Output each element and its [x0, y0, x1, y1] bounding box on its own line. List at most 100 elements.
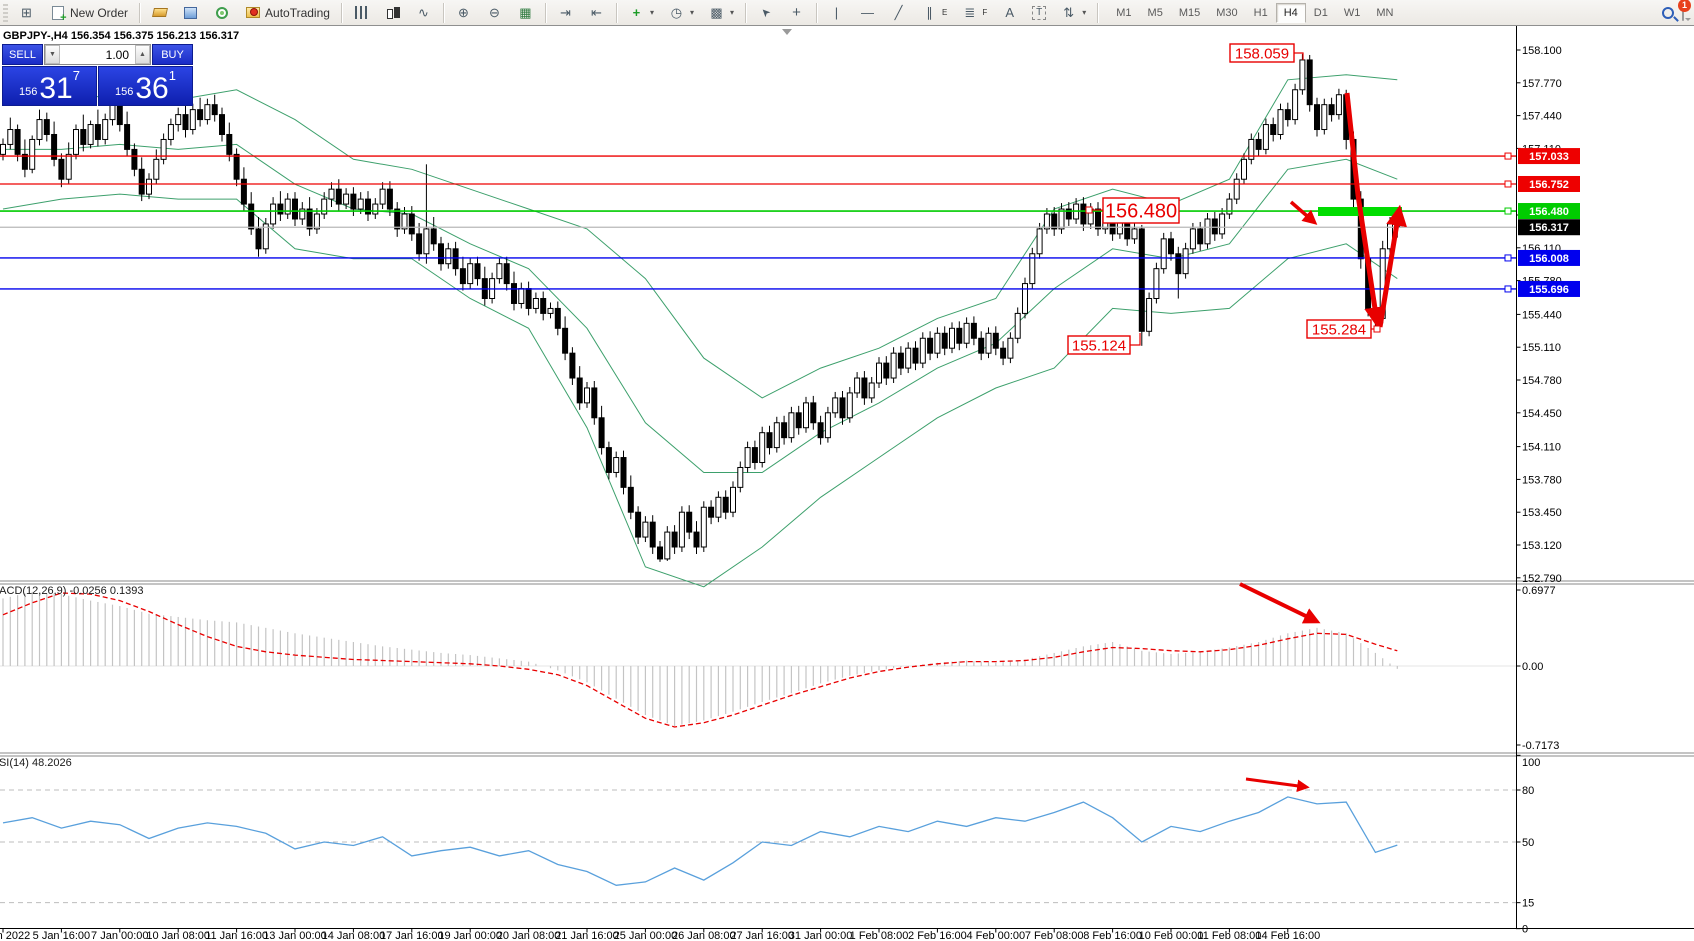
- candle: [240, 178, 247, 205]
- candle: [423, 228, 430, 255]
- price-callout[interactable]: [1067, 335, 1131, 355]
- toolbar-grip[interactable]: [3, 3, 8, 22]
- fibonacci-button[interactable]: ≣ F: [954, 2, 994, 24]
- price-callout[interactable]: [1306, 319, 1372, 339]
- chat-button[interactable]: 1: [1678, 0, 1691, 21]
- volume-stepper[interactable]: ▼ 1.00 ▲: [44, 44, 151, 65]
- sell-price-prefix: 156: [19, 86, 38, 99]
- candle: [1241, 158, 1247, 180]
- annotations[interactable]: 158.059 156.480 155.124 155.284: [1067, 43, 1407, 793]
- horizontal-line-button[interactable]: —: [852, 2, 883, 24]
- cursor-button[interactable]: ➤: [750, 2, 781, 24]
- candle: [635, 511, 642, 538]
- buy-button[interactable]: BUY: [152, 44, 193, 65]
- red-arrow[interactable]: [1377, 204, 1407, 328]
- vertical-line-button[interactable]: |: [821, 2, 852, 24]
- time-tick-label: 11 Jan 16:00: [205, 930, 268, 941]
- timeframe-h4[interactable]: H4: [1275, 2, 1306, 23]
- candle: [992, 332, 999, 349]
- red-arrow[interactable]: [1289, 200, 1318, 225]
- price-tick-label: 157.770: [1522, 78, 1562, 90]
- price-tick-label: 152.790: [1522, 573, 1562, 585]
- time-tick-label: 4 Feb 00:00: [966, 930, 1025, 941]
- dropdown-arrow-icon: ▾: [649, 8, 654, 17]
- timeframe-m30[interactable]: M30: [1216, 6, 1238, 19]
- text-icon: A: [1005, 5, 1015, 20]
- new-order-button[interactable]: New Order: [42, 2, 135, 24]
- candle: [248, 203, 255, 230]
- periods-button[interactable]: ◷ ▾: [661, 2, 701, 24]
- candle: [1131, 228, 1138, 240]
- autotrading-button[interactable]: AutoTrading: [237, 2, 337, 24]
- timeframe-d1[interactable]: D1: [1313, 6, 1328, 19]
- time-tick-label: 8 Feb 16:00: [1083, 930, 1142, 941]
- gold-bars-button[interactable]: [144, 2, 175, 24]
- bar-chart-button[interactable]: [346, 2, 377, 24]
- timeframe-w1[interactable]: W1: [1343, 6, 1361, 19]
- candle: [525, 288, 532, 309]
- line-end-marker: [1504, 180, 1512, 188]
- timeframe-mn[interactable]: MN: [1376, 6, 1394, 19]
- bollinger-bands: [2, 74, 1398, 588]
- red-arrow[interactable]: [1344, 92, 1386, 329]
- candle: [532, 298, 539, 309]
- candle: [905, 347, 912, 369]
- candle: [788, 412, 795, 439]
- price-callout[interactable]: [1229, 43, 1295, 63]
- zoom-out-button[interactable]: ⊖: [479, 2, 510, 24]
- indicators-button[interactable]: + ▾: [621, 2, 661, 24]
- signals-button[interactable]: [206, 2, 237, 24]
- timeframe-m15[interactable]: M15: [1178, 6, 1201, 19]
- bollinger-middle: [3, 143, 1398, 473]
- candle: [518, 288, 525, 304]
- time-tick-label: 5 Jan 16:00: [33, 930, 91, 941]
- tile-windows-button[interactable]: ▦: [510, 2, 541, 24]
- auto-scroll-button[interactable]: ⇥: [550, 2, 581, 24]
- zoom-in-icon: ⊕: [458, 4, 469, 20]
- arrows-button[interactable]: ⇅ ▾: [1053, 2, 1093, 24]
- zoom-in-button[interactable]: ⊕: [448, 2, 479, 24]
- line-chart-button[interactable]: ∿: [408, 2, 439, 24]
- candlestick-button[interactable]: [377, 2, 408, 24]
- channel-button[interactable]: ∥ E: [914, 2, 954, 24]
- red-arrow[interactable]: [1245, 777, 1310, 793]
- rsi-indicator-label: RSI(14) 48.2026: [0, 757, 72, 769]
- volume-value[interactable]: 1.00: [105, 47, 129, 62]
- buy-price-button[interactable]: 156 36 1: [98, 66, 193, 106]
- candle: [1095, 208, 1101, 230]
- price-tick-label: 154.780: [1522, 375, 1562, 387]
- candle: [868, 382, 875, 399]
- candle: [1051, 213, 1058, 230]
- candle: [394, 208, 401, 230]
- volume-up-icon[interactable]: ▲: [135, 45, 150, 64]
- price-tick-label: 153.450: [1522, 507, 1562, 519]
- candle: [189, 109, 196, 131]
- bollinger-upper: [2, 74, 1398, 399]
- timeframe-m5[interactable]: M5: [1147, 6, 1163, 19]
- trendline-button[interactable]: ╱: [883, 2, 914, 24]
- time-tick-label: 21 Jan 16:00: [555, 930, 619, 941]
- time-tick-label: 11 Feb 08:00: [1197, 930, 1261, 941]
- sell-button[interactable]: SELL: [2, 44, 43, 65]
- text-button[interactable]: A: [994, 2, 1025, 24]
- volume-down-icon[interactable]: ▼: [45, 45, 60, 64]
- new-chart-button[interactable]: ⊞: [11, 2, 42, 24]
- candle: [182, 114, 189, 131]
- templates-button[interactable]: ▩ ▾: [701, 2, 741, 24]
- candle: [496, 263, 503, 280]
- label-button[interactable]: T: [1025, 2, 1053, 24]
- timeframe-m1[interactable]: M1: [1116, 6, 1132, 19]
- timeframe-h1[interactable]: H1: [1253, 6, 1268, 19]
- price-callout[interactable]: [1102, 197, 1180, 224]
- red-arrow[interactable]: [1239, 582, 1321, 624]
- crosshair-button[interactable]: +: [781, 2, 812, 24]
- chart-shift-button[interactable]: ⇤: [581, 2, 612, 24]
- metaeditor-button[interactable]: [175, 2, 206, 24]
- autotrading-icon: [244, 4, 261, 21]
- sell-price-button[interactable]: 156 31 7: [2, 66, 97, 106]
- search-icon[interactable]: [1662, 6, 1674, 19]
- horizontal-lines[interactable]: [0, 152, 1516, 293]
- candle: [1138, 228, 1145, 332]
